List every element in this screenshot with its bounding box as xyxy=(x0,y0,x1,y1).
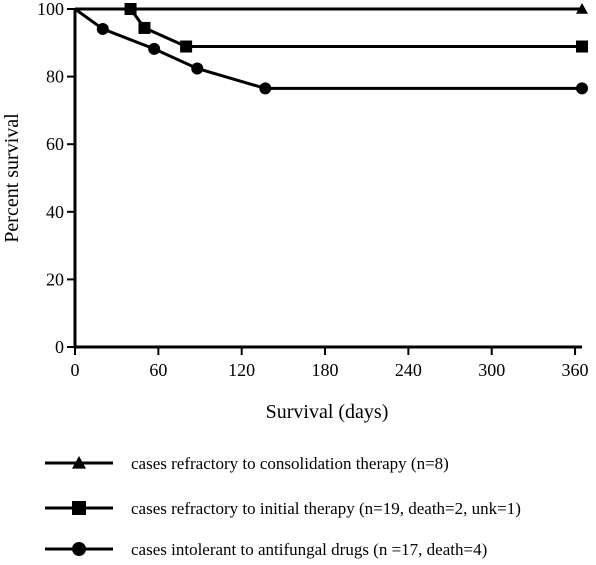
legend-marker-square xyxy=(72,501,86,515)
data-point-circle xyxy=(148,42,161,55)
data-point-square xyxy=(138,21,151,34)
x-tick-label: 120 xyxy=(228,360,255,380)
data-point-square xyxy=(180,40,193,53)
plot-area xyxy=(74,3,588,95)
x-tick-label: 180 xyxy=(312,360,339,380)
data-point-circle xyxy=(259,82,272,95)
y-tick-label: 80 xyxy=(46,67,64,87)
x-tick-label: 60 xyxy=(149,360,167,380)
data-point-square xyxy=(124,3,137,15)
x-tick-label: 0 xyxy=(71,360,80,380)
data-point-triangle xyxy=(576,3,588,14)
x-axis-title: Survival (days) xyxy=(266,401,389,423)
x-tick-label: 360 xyxy=(562,360,589,380)
y-axis-title: Percent survival xyxy=(1,113,23,243)
data-point-square xyxy=(576,40,588,53)
data-point-circle xyxy=(191,62,204,75)
legend-marker-triangle xyxy=(72,456,86,469)
data-point-circle xyxy=(96,22,109,35)
legend-label: cases intolerant to antifungal drugs (n … xyxy=(131,540,487,559)
y-tick-label: 40 xyxy=(46,202,64,222)
y-tick-label: 60 xyxy=(46,134,64,154)
y-tick-label: 0 xyxy=(55,337,64,357)
series-line-square xyxy=(75,7,582,49)
x-tick-label: 300 xyxy=(478,360,505,380)
legend: cases refractory to consolidation therap… xyxy=(45,454,521,559)
y-tick-label: 100 xyxy=(37,0,64,19)
data-point-circle xyxy=(576,82,588,95)
legend-label: cases refractory to consolidation therap… xyxy=(131,454,449,473)
y-tick-label: 20 xyxy=(46,269,64,289)
legend-label: cases refractory to initial therapy (n=1… xyxy=(131,499,521,518)
x-tick-label: 240 xyxy=(395,360,422,380)
legend-marker-circle xyxy=(72,542,86,556)
axes: 0 60 120 180 240 300 360 0 20 40 60 80 100 xyxy=(37,0,589,380)
